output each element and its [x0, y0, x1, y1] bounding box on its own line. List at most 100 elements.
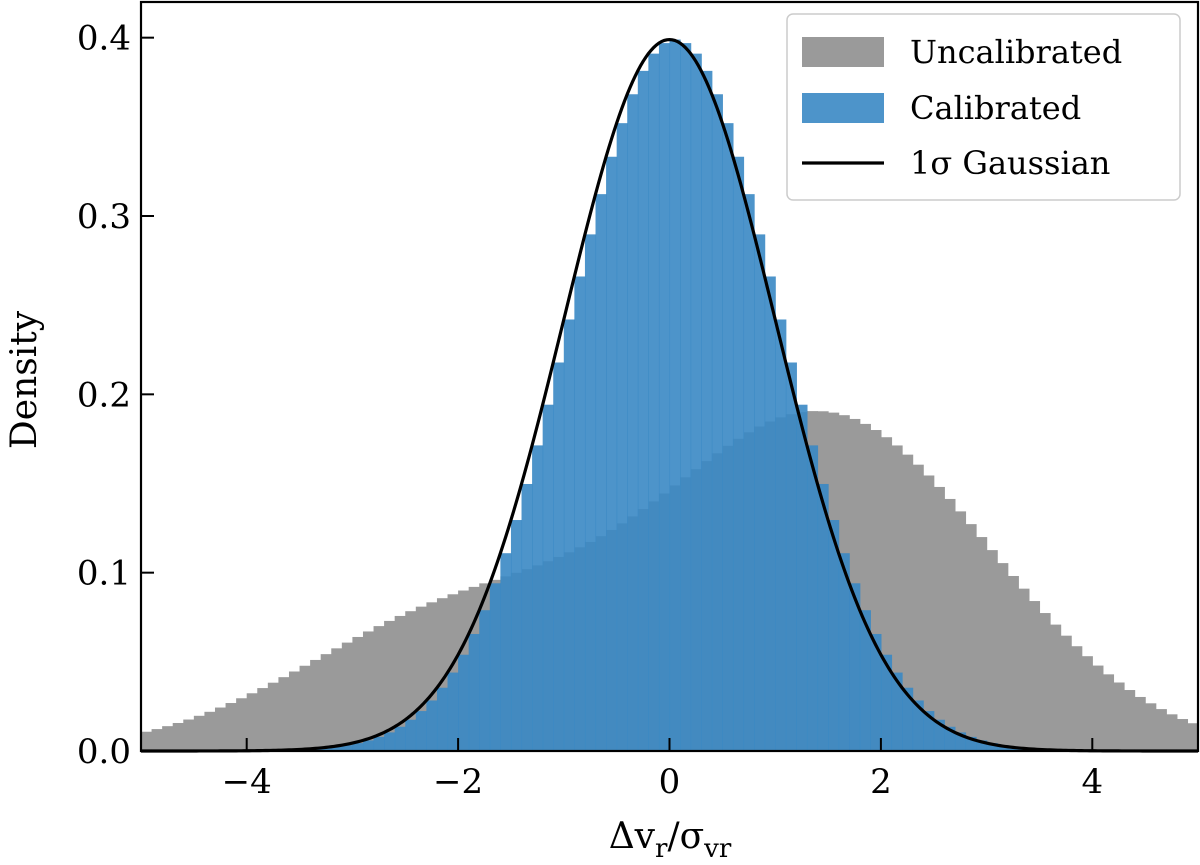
calibrated-bar: [448, 673, 459, 751]
uncalibrated-bar: [934, 487, 945, 751]
calibrated-bar: [638, 71, 649, 751]
uncalibrated-bar: [310, 660, 321, 751]
uncalibrated-bar: [997, 563, 1008, 751]
uncalibrated-bar: [1018, 589, 1029, 751]
legend-label-gaussian: 1σ Gaussian: [910, 144, 1110, 182]
uncalibrated-bar: [987, 550, 998, 751]
uncalibrated-bar: [226, 703, 237, 751]
uncalibrated-bar: [141, 732, 152, 751]
y-tick-label: 0.3: [77, 197, 131, 237]
calibrated-bar: [743, 194, 754, 751]
uncalibrated-bar: [268, 683, 279, 751]
legend-label-uncalibrated: Uncalibrated: [910, 33, 1122, 71]
calibrated-bar: [754, 234, 765, 751]
calibrated-bar: [416, 711, 427, 751]
calibrated-bar: [807, 445, 818, 751]
calibrated-bar: [437, 688, 448, 751]
x-tick-label: 4: [1081, 762, 1103, 802]
uncalibrated-bar: [976, 537, 987, 751]
calibrated-bar: [617, 123, 628, 751]
calibrated-bar: [722, 123, 733, 751]
calibrated-bar: [458, 655, 469, 751]
calibrated-bar: [564, 319, 575, 751]
calibrated-bar: [500, 553, 511, 751]
calibrated-bar: [796, 405, 807, 751]
x-axis-label: Δvr/σvr: [609, 816, 732, 860]
y-axis-label: Density: [4, 310, 45, 449]
calibrated-bar: [522, 484, 533, 751]
uncalibrated-bar: [1103, 674, 1114, 751]
calibrated-bar: [426, 700, 437, 751]
uncalibrated-bar: [300, 666, 311, 751]
calibrated-bar: [511, 520, 522, 751]
calibrated-bar: [627, 94, 638, 751]
uncalibrated-bar: [342, 643, 353, 751]
uncalibrated-bar: [352, 637, 363, 751]
calibrated-bar: [490, 583, 501, 751]
uncalibrated-bar: [923, 475, 934, 751]
uncalibrated-bar: [257, 688, 268, 751]
calibrated-bar: [733, 157, 744, 751]
calibrated-bar: [553, 362, 564, 751]
legend-label-calibrated: Calibrated: [910, 89, 1081, 127]
calibrated-bar: [532, 445, 543, 751]
uncalibrated-bar: [1135, 697, 1146, 751]
calibrated-bar: [374, 737, 385, 751]
uncalibrated-bar: [1071, 646, 1082, 751]
uncalibrated-bar: [152, 729, 163, 751]
uncalibrated-bar: [1145, 703, 1156, 751]
uncalibrated-bar: [1029, 601, 1040, 751]
calibrated-bar: [469, 634, 480, 751]
calibrated-bar: [405, 720, 416, 751]
calibrated-bar: [585, 234, 596, 751]
x-tick-label: −4: [222, 762, 272, 802]
y-axis-ticks: 0.00.10.20.30.4: [77, 19, 154, 772]
calibrated-bar: [670, 40, 681, 751]
calibrated-bar: [701, 71, 712, 751]
calibrated-bar: [765, 276, 776, 751]
uncalibrated-bar: [1166, 714, 1177, 751]
calibrated-bar: [384, 732, 395, 751]
uncalibrated-bar: [1124, 690, 1135, 751]
uncalibrated-bar: [247, 693, 258, 751]
calibrated-bar: [786, 362, 797, 751]
y-tick-label: 0.4: [77, 19, 131, 59]
uncalibrated-bar: [1050, 625, 1061, 751]
uncalibrated-bar: [278, 677, 289, 751]
x-tick-label: −2: [433, 762, 483, 802]
x-tick-label: 0: [659, 762, 681, 802]
calibrated-bar: [775, 319, 786, 751]
uncalibrated-bar: [331, 648, 342, 751]
uncalibrated-bar: [204, 712, 215, 751]
calibrated-bar: [596, 194, 607, 751]
uncalibrated-bar: [955, 511, 966, 751]
uncalibrated-bar: [1061, 636, 1072, 751]
y-tick-label: 0.0: [77, 732, 131, 772]
uncalibrated-bar: [1008, 576, 1019, 751]
uncalibrated-bar: [1092, 666, 1103, 751]
calibrated-bar: [817, 484, 828, 751]
uncalibrated-bar: [162, 726, 173, 751]
legend-swatch-uncalibrated: [802, 37, 884, 67]
calibrated-bar: [606, 157, 617, 751]
uncalibrated-bar: [363, 631, 374, 751]
uncalibrated-bar: [1156, 709, 1167, 751]
calibrated-bar: [680, 43, 691, 751]
calibrated-bar: [479, 610, 490, 751]
uncalibrated-bar: [215, 708, 226, 751]
calibrated-bar: [691, 54, 702, 751]
uncalibrated-bar: [944, 499, 955, 751]
uncalibrated-bar: [1039, 613, 1050, 751]
x-tick-label: 2: [870, 762, 892, 802]
uncalibrated-bar: [1177, 719, 1188, 751]
calibrated-bar: [543, 405, 554, 751]
calibrated-bar: [363, 740, 374, 751]
uncalibrated-bar: [1113, 682, 1124, 751]
uncalibrated-bar: [1082, 656, 1093, 751]
uncalibrated-bar: [236, 698, 247, 751]
uncalibrated-bar: [965, 524, 976, 751]
legend-swatch-calibrated: [802, 93, 884, 123]
uncalibrated-bar: [321, 654, 332, 751]
